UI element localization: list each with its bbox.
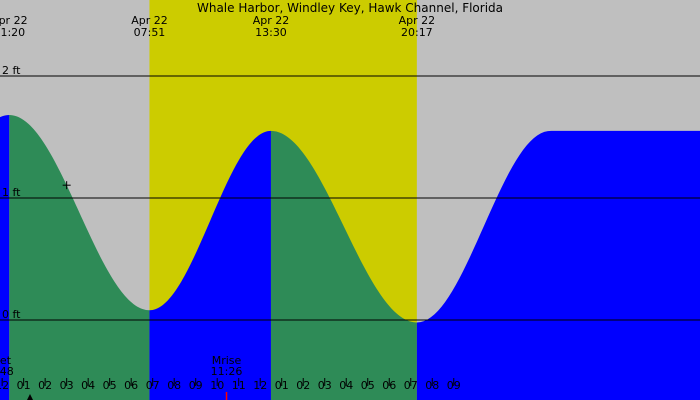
moon-event-time: 11:26 — [211, 365, 243, 378]
tide-event-date: Apr 22 — [0, 14, 28, 27]
x-tick-label: 10 — [210, 379, 224, 392]
x-tick-label: 12 — [0, 379, 9, 392]
x-tick-layer: 12 01 02 03 04 05 06 07 08 09 10 11 12 01 02 03 04 05 06 07… — [0, 378, 461, 400]
tide-event-date: Apr 22 — [399, 14, 436, 27]
moon-event-label: Mrise — [212, 354, 242, 367]
x-tick-label: 09 — [189, 379, 203, 392]
x-tick-label: 07 — [146, 379, 160, 392]
falling-tide-area — [9, 115, 150, 400]
x-tick-label: 02 — [296, 379, 310, 392]
tide-event-time: 13:30 — [255, 26, 287, 39]
x-tick-label: 06 — [124, 379, 138, 392]
x-tick-label: 12 — [253, 379, 267, 392]
x-tick-label: 08 — [167, 379, 181, 392]
tide-event-time: 20:17 — [401, 26, 433, 39]
x-tick-label: 04 — [81, 379, 95, 392]
tide-event-date: Apr 22 — [131, 14, 168, 27]
x-tick-label: 02 — [38, 379, 52, 392]
chart-title: Whale Harbor, Windley Key, Hawk Channel,… — [197, 1, 503, 15]
scroll-arrow-icon — [27, 394, 33, 400]
y-grid-layer: 2 ft 1 ft 0 ft — [0, 64, 700, 321]
rising-tide-area — [0, 115, 10, 400]
moon-event-label: Mset — [0, 354, 12, 367]
moon-event-time: 00:48 — [0, 365, 14, 378]
y-tick-label: 0 ft — [2, 308, 21, 321]
tide-event-time: 07:51 — [134, 26, 166, 39]
x-tick-label: 09 — [447, 379, 461, 392]
tide-event-time: 01:20 — [0, 26, 25, 39]
x-tick-label: 01 — [275, 379, 289, 392]
x-tick-label: 07 — [404, 379, 418, 392]
x-tick-label: 05 — [361, 379, 375, 392]
tide-event-date: Apr 22 — [253, 14, 290, 27]
x-tick-label: 08 — [425, 379, 439, 392]
x-tick-label: 01 — [17, 379, 31, 392]
x-tick-label: 03 — [60, 379, 74, 392]
y-tick-label: 2 ft — [2, 64, 21, 77]
x-tick-label: 06 — [382, 379, 396, 392]
x-tick-label: 03 — [318, 379, 332, 392]
y-tick-label: 1 ft — [2, 186, 21, 199]
x-tick-label: 05 — [103, 379, 117, 392]
x-tick-label: 04 — [339, 379, 353, 392]
x-tick-label: 11 — [232, 379, 246, 392]
